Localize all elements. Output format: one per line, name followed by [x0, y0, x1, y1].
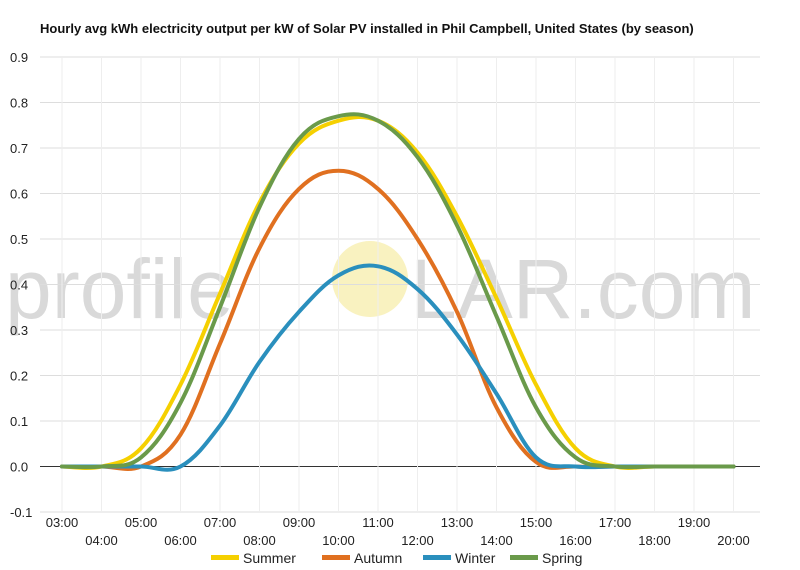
- y-tick-label: 0.6: [10, 187, 28, 202]
- grid: [40, 56, 760, 513]
- y-tick-label: 0.1: [10, 414, 28, 429]
- legend-swatch: [510, 555, 538, 560]
- x-tick-label: 15:00: [520, 515, 553, 530]
- chart-title: Hourly avg kWh electricity output per kW…: [40, 21, 694, 36]
- y-tick-label: 0.5: [10, 232, 28, 247]
- x-tick-label: 17:00: [599, 515, 632, 530]
- legend-label: Spring: [542, 550, 582, 566]
- watermark-text-right: LAR.com: [410, 242, 755, 336]
- watermark: profile LAR.com: [5, 241, 755, 336]
- legend-label: Autumn: [354, 550, 402, 566]
- y-tick-label: 0.7: [10, 141, 28, 156]
- legend: Summer Autumn Winter Spring: [211, 550, 582, 566]
- x-tick-label: 03:00: [46, 515, 79, 530]
- legend-swatch: [423, 555, 451, 560]
- watermark-sun: [332, 241, 408, 317]
- y-tick-label: 0.8: [10, 96, 28, 111]
- x-tick-label: 16:00: [559, 533, 592, 548]
- series-group: [60, 112, 736, 472]
- y-tick-label: 0.4: [10, 278, 28, 293]
- legend-label: Winter: [455, 550, 496, 566]
- legend-item-summer[interactable]: Summer: [211, 550, 296, 566]
- x-tick-label: 10:00: [322, 533, 355, 548]
- y-tick-label: -0.1: [10, 505, 32, 520]
- x-tick-label: 13:00: [441, 515, 474, 530]
- watermark-text-left: profile: [5, 242, 234, 336]
- y-tick-label: 0.0: [10, 460, 28, 475]
- y-tick-label: 0.2: [10, 369, 28, 384]
- series-spring: [60, 112, 736, 470]
- x-tick-label: 19:00: [678, 515, 711, 530]
- x-tick-label: 08:00: [243, 533, 276, 548]
- x-tick-label: 04:00: [85, 533, 118, 548]
- x-tick-label: 06:00: [164, 533, 197, 548]
- series-line-spring: [60, 112, 736, 470]
- x-tick-label: 12:00: [401, 533, 434, 548]
- y-tick-label: 0.9: [10, 50, 28, 65]
- y-axis-ticks: -0.1 0.0 0.1 0.2 0.3 0.4 0.5 0.6 0.7 0.8 0.9: [10, 50, 32, 520]
- x-tick-label: 05:00: [125, 515, 158, 530]
- legend-label: Summer: [243, 550, 296, 566]
- legend-item-winter[interactable]: Winter: [423, 550, 496, 566]
- legend-swatch: [322, 555, 350, 560]
- x-tick-label: 07:00: [204, 515, 237, 530]
- x-tick-label: 20:00: [717, 533, 750, 548]
- x-tick-label: 09:00: [283, 515, 316, 530]
- y-tick-label: 0.3: [10, 323, 28, 338]
- legend-swatch: [211, 555, 239, 560]
- x-tick-label: 18:00: [638, 533, 671, 548]
- x-tick-label: 14:00: [480, 533, 513, 548]
- legend-item-autumn[interactable]: Autumn: [322, 550, 402, 566]
- x-tick-label: 11:00: [362, 515, 394, 530]
- legend-item-spring[interactable]: Spring: [510, 550, 582, 566]
- x-axis-ticks: 03:00 04:00 05:00 06:00 07:00 08:00 09:00 10:00…: [46, 515, 750, 548]
